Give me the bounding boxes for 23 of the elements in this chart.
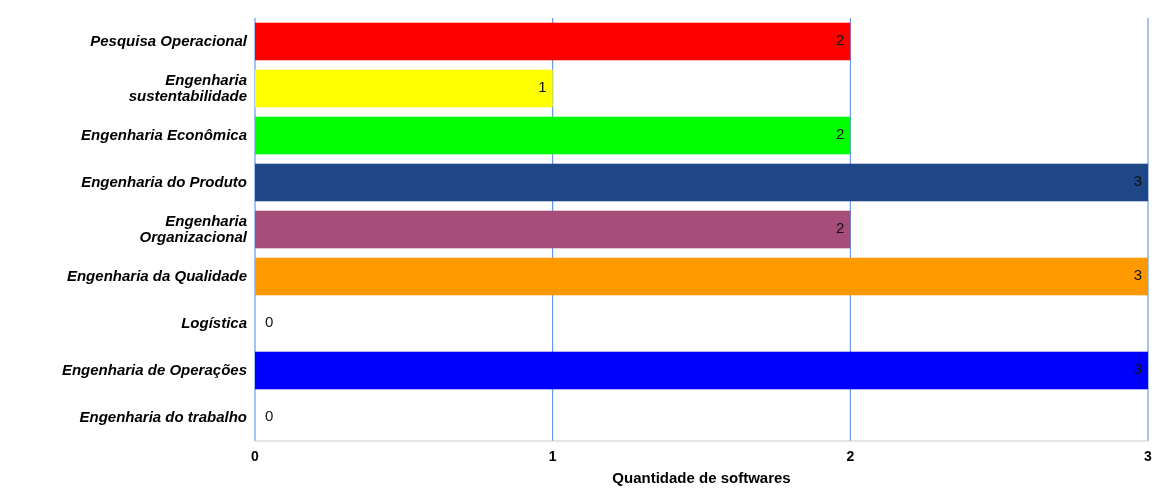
data-label: 2 (835, 219, 845, 237)
data-label: 0 (265, 407, 274, 425)
data-label: 3 (1133, 360, 1142, 378)
y-tick-label: Engenharia de Operações (61, 360, 247, 378)
y-tick-label: Engenharia sustentabilidade (128, 70, 247, 104)
x-tick-label: 2 (846, 448, 855, 464)
y-tick-label: Engenharia Organizacional (139, 211, 248, 245)
x-tick-label: 3 (1144, 448, 1153, 464)
y-tick-label: Engenharia Econômica (81, 125, 247, 143)
data-label: 2 (835, 125, 845, 143)
y-tick-label: Engenharia da Qualidade (66, 266, 247, 284)
y-tick-label: Logística (181, 313, 247, 331)
data-label: 3 (1133, 172, 1142, 190)
data-label: 3 (1133, 266, 1142, 284)
x-tick-label: 0 (251, 448, 260, 464)
data-label: 2 (835, 31, 845, 49)
x-axis-title: Quantidade de softwares (612, 469, 791, 486)
y-tick-label: Engenharia do trabalho (79, 407, 247, 425)
data-label: 0 (265, 313, 274, 331)
data-label: 1 (538, 78, 547, 96)
y-tick-label: Engenharia do Produto (81, 172, 247, 190)
y-tick-label: Pesquisa Operacional (90, 31, 248, 49)
x-tick-label: 1 (548, 448, 557, 464)
